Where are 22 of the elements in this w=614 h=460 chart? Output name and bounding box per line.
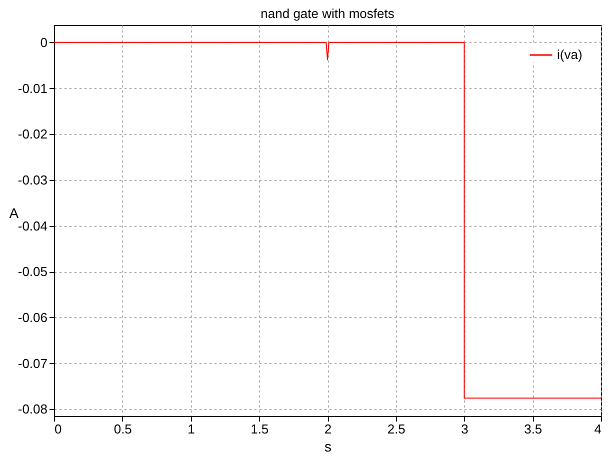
y-tick-label: -0.07 bbox=[18, 356, 48, 371]
legend-label: i(va) bbox=[557, 47, 582, 62]
y-tick-label: -0.06 bbox=[18, 310, 48, 325]
y-tick-label: -0.01 bbox=[18, 80, 48, 96]
x-tick-label: 0.5 bbox=[114, 422, 132, 436]
y-tick-label: -0.02 bbox=[18, 126, 48, 142]
x-tick-label: 1 bbox=[188, 422, 195, 436]
y-tick-label: 0 bbox=[40, 34, 48, 50]
x-tick-label: 2 bbox=[324, 422, 332, 436]
chart-title: nand gate with mosfets bbox=[260, 6, 395, 21]
x-tick-label: 0 bbox=[54, 422, 62, 436]
x-tick-label: 1.5 bbox=[250, 422, 269, 436]
x-axis-title: s bbox=[324, 438, 332, 454]
x-tick-label: 3 bbox=[461, 422, 468, 436]
y-tick-label: -0.05 bbox=[18, 264, 48, 280]
x-tick-label: 2.5 bbox=[387, 422, 406, 436]
x-tick-label: 4 bbox=[594, 422, 602, 436]
y-tick-label: -0.08 bbox=[18, 402, 48, 417]
y-tick-label: -0.03 bbox=[18, 172, 48, 188]
y-tick-label: -0.04 bbox=[18, 218, 48, 234]
x-tick-label: 3.5 bbox=[524, 422, 542, 436]
y-axis-title: A bbox=[9, 205, 20, 221]
